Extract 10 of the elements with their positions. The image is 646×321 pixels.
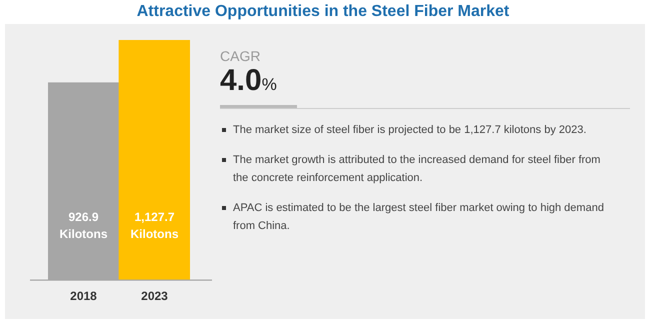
data-label: 1,127.7 Kilotons xyxy=(130,210,179,241)
text: The market growth is attributed to the increased demand for steel fiber from the concrete reinforcement application. xyxy=(233,153,602,186)
text: APAC is estimated to be the largest steel fiber market owing to high demand from China. xyxy=(233,201,605,234)
text: Attractive Opportunities in the Steel Fiber Market xyxy=(136,3,510,21)
text: CAGR xyxy=(220,48,262,64)
text: The market size of steel fiber is projected to be 1,127.7 kilotons by 2023. xyxy=(233,123,588,138)
x-tick-label: 2023 xyxy=(141,289,168,304)
text: 4.0% xyxy=(220,64,278,99)
data-label: 926.9 Kilotons xyxy=(60,210,108,241)
x-tick-label: 2018 xyxy=(70,289,98,304)
